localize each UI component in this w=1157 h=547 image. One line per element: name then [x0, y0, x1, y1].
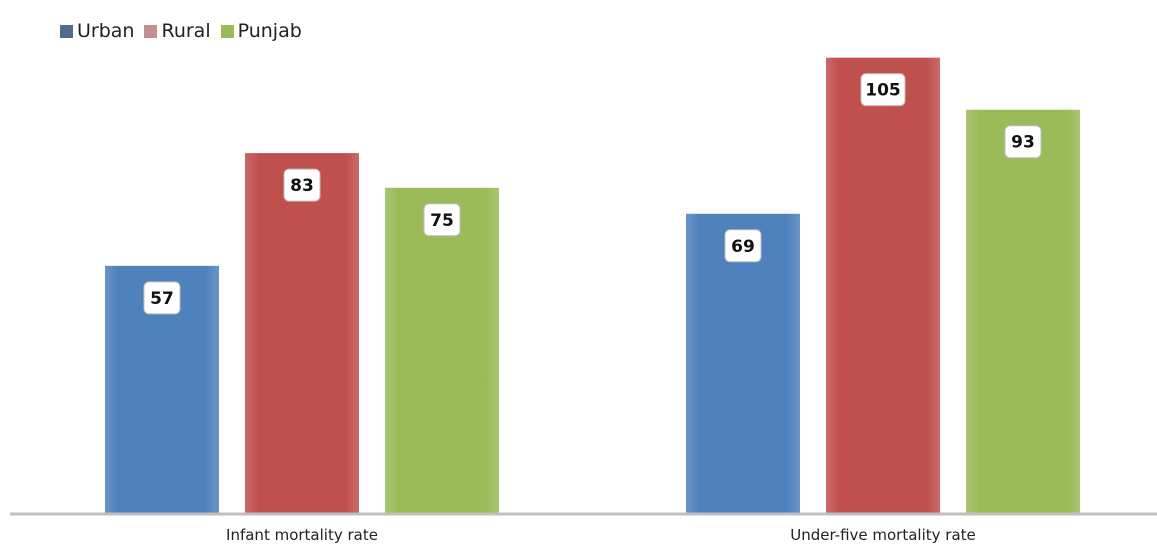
data-label-punjab-2: 93 [1011, 133, 1035, 153]
bar-punjab-1 [385, 187, 499, 514]
data-label-punjab-1: 75 [430, 211, 454, 231]
data-label-box-punjab-2 [1004, 125, 1042, 159]
legend-swatch-punjab [220, 24, 234, 38]
legend-label-punjab: Punjab [237, 20, 302, 42]
data-label-urban-1: 57 [150, 289, 174, 309]
legend-swatch-rural [144, 24, 158, 38]
x-axis-label-1: Infant mortality rate [226, 526, 378, 544]
legend-item-rural: Rural [144, 20, 211, 42]
data-label-box-urban-2 [724, 229, 762, 263]
data-label-box-urban-1 [143, 281, 181, 315]
data-label-box-rural-2 [860, 73, 906, 107]
legend-label-rural: Rural [161, 20, 211, 42]
bar-urban-2 [686, 213, 800, 514]
bar-rural-1 [245, 153, 359, 513]
legend-item-urban: Urban [60, 20, 134, 42]
legend-label-urban: Urban [77, 20, 135, 42]
x-axis-label-2: Under-five mortality rate [790, 526, 976, 544]
data-label-urban-2: 69 [731, 237, 755, 257]
bar-punjab-2 [966, 109, 1080, 513]
chart-legend: Urban Rural Punjab [60, 20, 302, 42]
data-label-rural-2: 105 [865, 81, 901, 101]
data-label-box-rural-1 [283, 168, 321, 202]
bar-rural-2 [826, 57, 940, 513]
legend-item-punjab: Punjab [220, 20, 302, 42]
data-label-rural-1: 83 [290, 176, 314, 196]
legend-swatch-urban [60, 24, 73, 38]
data-label-box-punjab-1 [423, 203, 461, 237]
